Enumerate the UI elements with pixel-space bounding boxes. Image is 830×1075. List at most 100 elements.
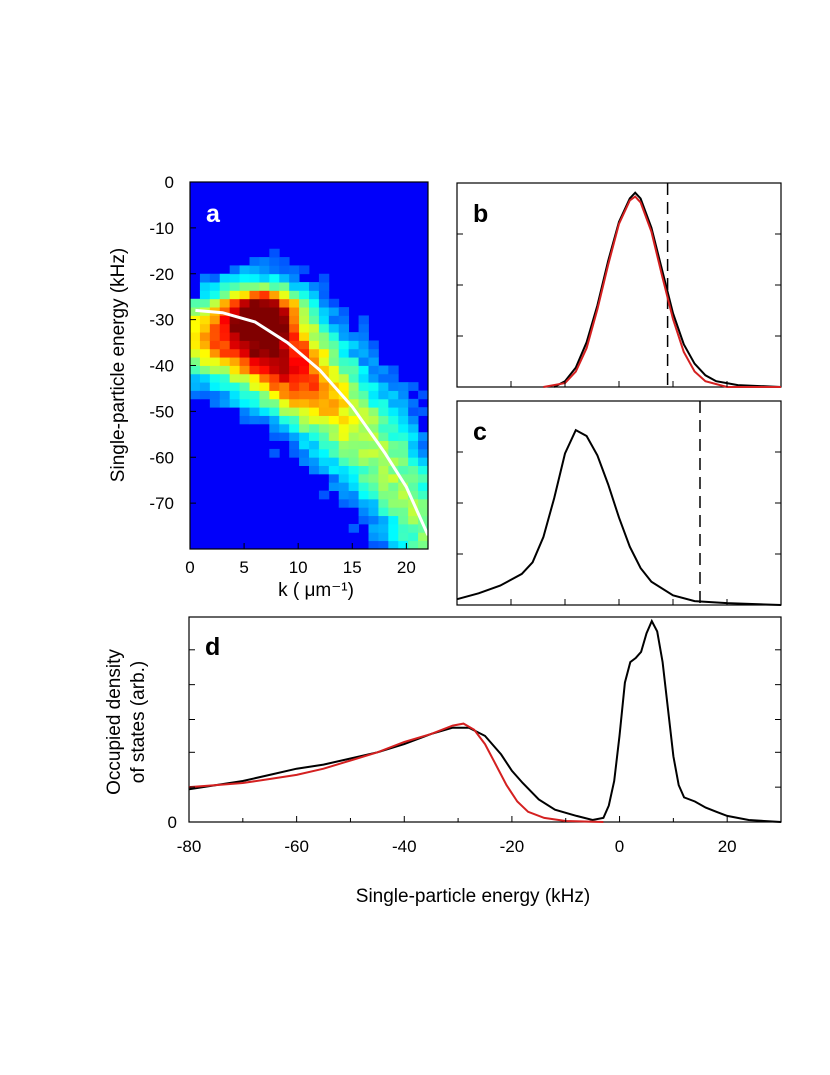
heatmap-cell (289, 382, 300, 391)
heatmap-cell (279, 423, 290, 433)
heatmap-cell (398, 473, 409, 483)
heatmap-cell (348, 490, 359, 500)
heatmap-cell (338, 382, 350, 391)
series-line (553, 191, 782, 388)
heatmap-cell (348, 523, 359, 533)
heatmap-cell (259, 348, 270, 358)
heatmap-cell (219, 348, 231, 358)
heatmap-cell (299, 373, 310, 383)
heatmap-cell (289, 415, 300, 425)
heatmap-cell (338, 348, 350, 358)
heatmap-cell (299, 448, 310, 458)
heatmap-cell (279, 382, 290, 391)
heatmap-cell (348, 473, 359, 483)
heatmap-cell (378, 423, 389, 433)
heatmap-cell (209, 357, 221, 366)
heatmap-cell (279, 323, 290, 333)
x-tick-label-a: 15 (343, 558, 362, 577)
heatmap-cell (259, 265, 270, 275)
heatmap-cell (418, 498, 429, 508)
heatmap-cell (289, 348, 300, 358)
heatmap-cell (229, 315, 240, 325)
heatmap-cell (309, 382, 320, 391)
heatmap-cell (318, 298, 330, 308)
heatmap-cell (328, 473, 340, 483)
heatmap-cell (229, 290, 240, 300)
heatmap-cell (338, 415, 350, 425)
heatmap-cell (279, 282, 290, 291)
heatmap-cell (219, 357, 231, 366)
heatmap-cell (358, 407, 369, 416)
heatmap-cell (408, 415, 419, 425)
x-tick-label-d: 20 (718, 837, 737, 856)
heatmap-cell (318, 340, 330, 350)
heatmap-cell (249, 398, 260, 408)
heatmap-cell (299, 423, 310, 433)
heatmap-cell (348, 498, 359, 508)
heatmap-cell (269, 323, 280, 333)
heatmap-cell (279, 265, 290, 275)
heatmap-cell (259, 340, 270, 350)
heatmap-cell (368, 540, 379, 550)
heatmap-cell (299, 307, 310, 316)
heatmap-cell (328, 307, 340, 316)
heatmap-cell (199, 273, 211, 283)
heatmap-cell (209, 340, 221, 350)
y-tick-label-d: 0 (168, 813, 177, 832)
heatmap-cell (408, 398, 419, 408)
heatmap-cell (388, 423, 399, 433)
heatmap-cell (348, 348, 359, 358)
heatmap-cell (378, 498, 389, 508)
heatmap-cell (269, 290, 280, 300)
heatmap-cell (388, 473, 399, 483)
heatmap-cell (219, 315, 231, 325)
heatmap-cell (348, 423, 359, 433)
heatmap-cell (269, 340, 280, 350)
heatmap-cell (418, 448, 429, 458)
panel-label-d: d (205, 633, 220, 661)
heatmap-cell (209, 282, 221, 291)
heatmap-cell (249, 290, 260, 300)
heatmap-cell (309, 407, 320, 416)
heatmap-cell (190, 348, 201, 358)
heatmap-cell (388, 407, 399, 416)
heatmap-cell (239, 390, 250, 400)
heatmap-cell (318, 282, 330, 291)
heatmap-cell (398, 457, 409, 466)
heatmap-cell (199, 390, 211, 400)
heatmap-cell (299, 282, 310, 291)
heatmap-cell (279, 373, 290, 383)
heatmap-cell (398, 498, 409, 508)
heatmap-cell (309, 465, 320, 475)
heatmap-cell (219, 273, 231, 283)
heatmap-cell (378, 465, 389, 475)
heatmap-cell (219, 398, 231, 408)
heatmap-cell (328, 323, 340, 333)
heatmap-cell (299, 315, 310, 325)
heatmap-cell (418, 407, 429, 416)
series-line (188, 618, 782, 823)
heatmap-cell (249, 282, 260, 291)
heatmap-cell (269, 348, 280, 358)
heatmap-cell (348, 373, 359, 383)
heatmap-cell (239, 307, 250, 316)
heatmap-cell (398, 448, 409, 458)
heatmap-cell (259, 332, 270, 341)
heatmap-cell (338, 440, 350, 450)
heatmap-cell (309, 415, 320, 425)
heatmap-cell (239, 357, 250, 366)
heatmap-cell (219, 382, 231, 391)
heatmap-cell (318, 382, 330, 391)
heatmap-cell (269, 432, 280, 441)
heatmap-cell (309, 432, 320, 441)
heatmap-cell (388, 432, 399, 441)
heatmap-cell (249, 307, 260, 316)
heatmap-cell (398, 407, 409, 416)
heatmap-cell (368, 532, 379, 542)
heatmap-cell (289, 282, 300, 291)
heatmap-cell (269, 382, 280, 391)
series-group-c (456, 428, 782, 606)
heatmap-cell (239, 348, 250, 358)
heatmap-cell (190, 323, 201, 333)
heatmap-cell (358, 432, 369, 441)
